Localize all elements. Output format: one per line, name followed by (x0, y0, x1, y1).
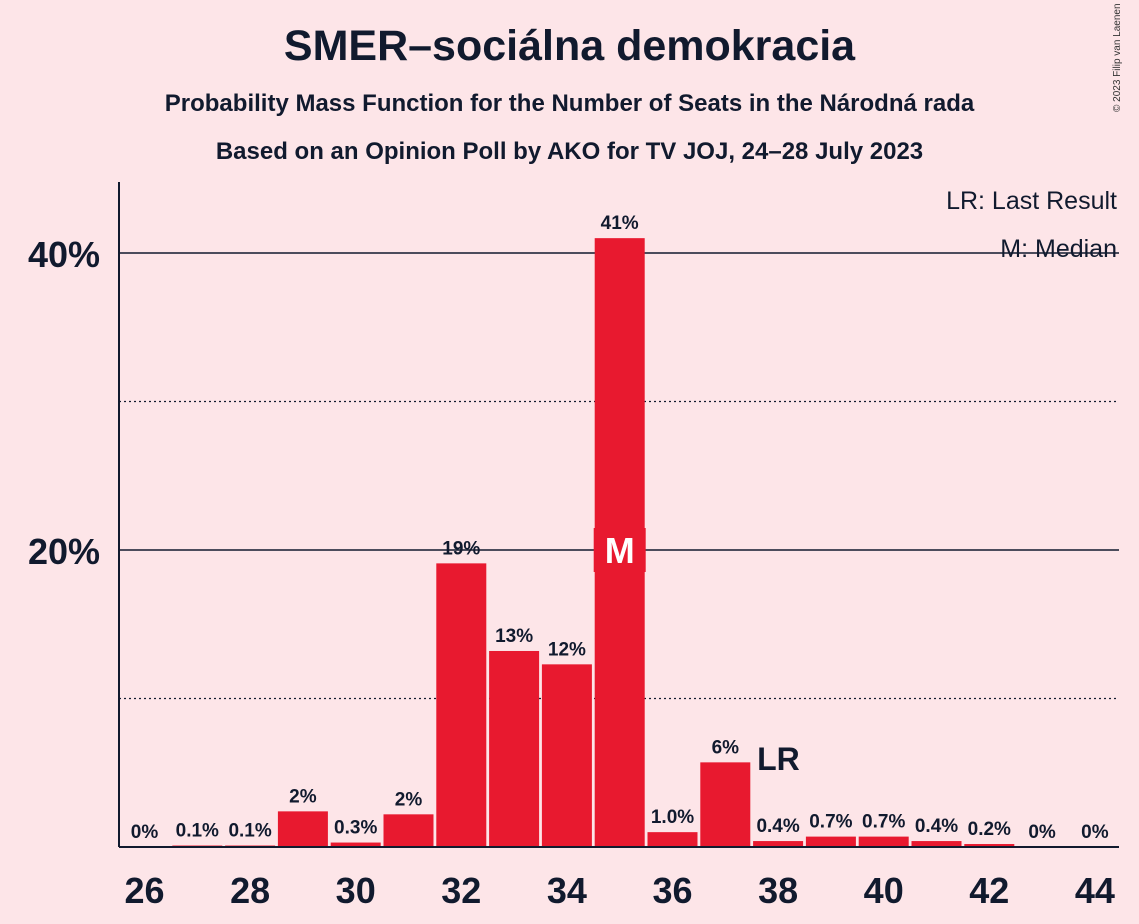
bar-seat-29 (277, 811, 328, 847)
x-tick-label: 40 (864, 870, 904, 911)
data-label: 2% (395, 789, 423, 810)
chart-subtitle: Probability Mass Function for the Number… (164, 90, 975, 117)
bar-seat-39 (805, 836, 856, 847)
data-label: 0% (1028, 822, 1056, 843)
data-label: 19% (442, 538, 480, 559)
x-tick-label: 38 (758, 870, 798, 911)
x-tick-label: 26 (124, 870, 164, 911)
data-label: 0.3% (334, 818, 377, 839)
bar-seat-31 (383, 814, 434, 847)
label-layer: 0% 0.1% 0.1% 2% 0.3% 2% 19% 13% 12% 41% M 1.0% 6% 0.4… (131, 213, 1109, 843)
legend-median: M: Median (1000, 235, 1117, 263)
bar-seat-40 (858, 836, 909, 847)
data-label: 41% (601, 213, 639, 234)
bar-seat-36 (647, 832, 698, 847)
data-label: 2% (289, 786, 317, 807)
median-marker: M (605, 530, 635, 571)
data-label: 0.1% (228, 821, 271, 842)
x-tick-label: 42 (969, 870, 1009, 911)
data-label: 0.2% (968, 819, 1011, 840)
bar-seat-37 (700, 762, 751, 847)
y-tick-label: 40% (28, 234, 100, 275)
x-tick-label: 34 (547, 870, 587, 911)
bar-seat-30 (330, 842, 381, 847)
chart-title: SMER–sociálna demokracia (283, 22, 856, 70)
x-tick-label: 32 (441, 870, 481, 911)
bar-seat-42 (964, 844, 1015, 847)
x-tick-label: 44 (1075, 870, 1115, 911)
axis-layer: 20% 40% 26 28 30 32 34 36 38 40 42 44 (28, 182, 1119, 911)
data-label: 0.4% (915, 816, 958, 837)
bar-seat-41 (911, 841, 962, 847)
bar-layer (172, 238, 1015, 847)
bar-seat-34 (541, 664, 592, 847)
x-tick-label: 30 (336, 870, 376, 911)
x-tick-label: 28 (230, 870, 270, 911)
data-label: 0.4% (756, 816, 799, 837)
chart-subtitle-2: Based on an Opinion Poll by AKO for TV J… (215, 138, 924, 165)
median-halo (593, 528, 646, 572)
data-label: 0.1% (176, 821, 219, 842)
last-result-marker: LR (757, 741, 800, 777)
data-label: 6% (712, 737, 740, 758)
bar-seat-32 (436, 563, 487, 847)
data-label: 13% (495, 626, 533, 647)
data-label: 0% (131, 822, 159, 843)
x-tick-label: 36 (652, 870, 692, 911)
bar-seat-33 (489, 650, 540, 847)
data-label: 0.7% (809, 812, 852, 833)
legend-last-result: LR: Last Result (946, 187, 1117, 215)
data-label: 0% (1081, 822, 1109, 843)
bar-seat-38 (753, 841, 804, 847)
data-label: 12% (548, 639, 586, 660)
data-label: 0.7% (862, 812, 905, 833)
y-tick-label: 20% (28, 531, 100, 572)
data-label: 1.0% (651, 807, 694, 828)
